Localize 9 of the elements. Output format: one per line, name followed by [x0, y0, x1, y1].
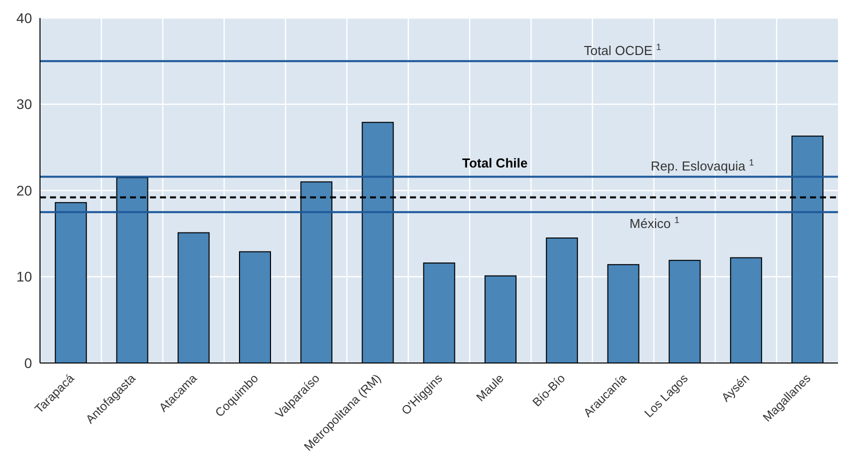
ref-line-label: Total Chile — [462, 155, 528, 170]
y-tick-label: 20 — [16, 182, 32, 198]
ref-line-label: Total OCDE $^{1}$ — [584, 42, 662, 58]
ref-line-label: Rep. Eslovaquia $^{1}$ — [650, 158, 754, 174]
y-tick-label: 40 — [16, 10, 32, 26]
ref-line-label: México $^{1}$ — [630, 215, 680, 232]
y-tick-label: 0 — [24, 354, 32, 371]
y-tick-label: 10 — [16, 268, 32, 285]
y-tick-label: 30 — [16, 96, 32, 112]
